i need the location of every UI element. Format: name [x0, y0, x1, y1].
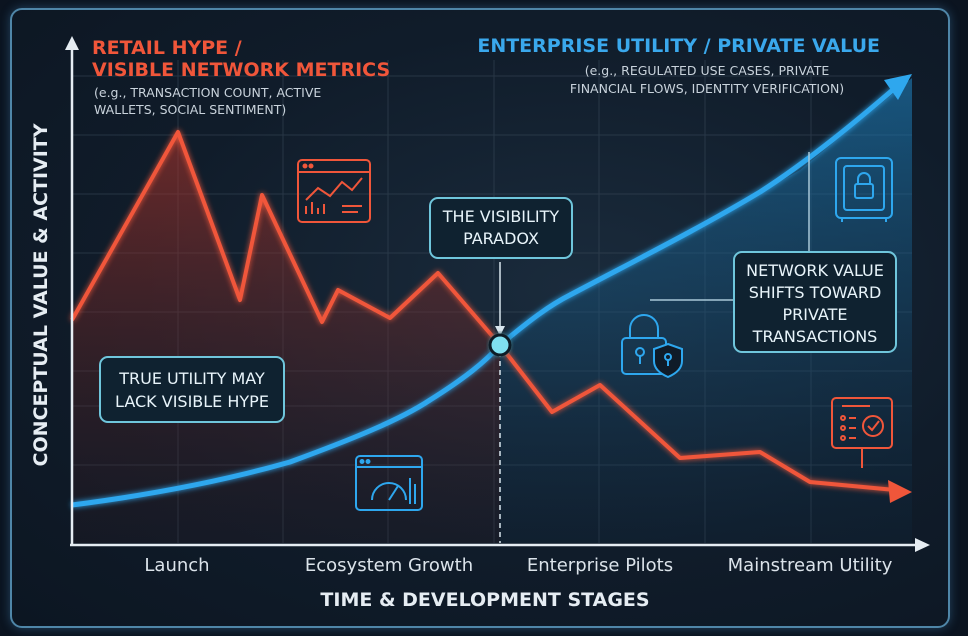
shift-line1: NETWORK VALUE [746, 261, 884, 280]
x-tick-enterprise-pilots: Enterprise Pilots [527, 555, 673, 576]
utility-line2: LACK VISIBLE HYPE [115, 392, 269, 411]
enterprise-note-line1: (e.g., REGULATED USE CASES, PRIVATE [585, 63, 830, 78]
retail-area [72, 132, 500, 543]
utility-callout-box [99, 356, 285, 423]
y-axis-title: CONCEPTUAL VALUE & ACTIVITY [30, 123, 52, 466]
retail-hype-line [70, 130, 896, 492]
enterprise-title: ENTERPRISE UTILITY / PRIVATE VALUE [477, 35, 880, 57]
x-tick-ecosystem-growth: Ecosystem Growth [305, 555, 473, 576]
enterprise-arrow-head [884, 74, 912, 100]
x-tick-launch: Launch [144, 555, 209, 576]
shift-callout-box [733, 251, 897, 353]
shift-line3: PRIVATE [783, 305, 848, 324]
chart-window-icon [297, 159, 371, 223]
x-axis-title: TIME & DEVELOPMENT STAGES [320, 589, 649, 611]
compliance-check-icon [831, 397, 893, 468]
gauge-dashboard-icon [355, 455, 423, 511]
retail-arrow-head [888, 480, 912, 503]
retail-title-line1: RETAIL HYPE / [92, 37, 242, 59]
paradox-callout-box [429, 197, 573, 259]
enterprise-note-line2: FINANCIAL FLOWS, IDENTITY VERIFICATION) [570, 81, 844, 96]
utility-line1: TRUE UTILITY MAY [118, 369, 265, 388]
paradox-pointer-head [495, 326, 505, 336]
axes [65, 36, 930, 552]
retail-title-line2: VISIBLE NETWORK METRICS [92, 59, 390, 81]
padlock-shield-icon [621, 314, 683, 379]
paradox-line2: PARADOX [463, 229, 539, 248]
paradox-intersection-point [488, 333, 512, 357]
x-tick-mainstream-utility: Mainstream Utility [728, 555, 893, 576]
retail-note-line1: (e.g., TRANSACTION COUNT, ACTIVE [94, 85, 321, 100]
safe-lock-icon [835, 157, 893, 222]
shift-line2: SHIFTS TOWARD [749, 283, 882, 302]
shift-line4: TRANSACTIONS [752, 327, 878, 346]
paradox-line1: THE VISIBILITY [442, 207, 560, 226]
retail-note-line2: WALLETS, SOCIAL SENTIMENT) [94, 102, 286, 117]
